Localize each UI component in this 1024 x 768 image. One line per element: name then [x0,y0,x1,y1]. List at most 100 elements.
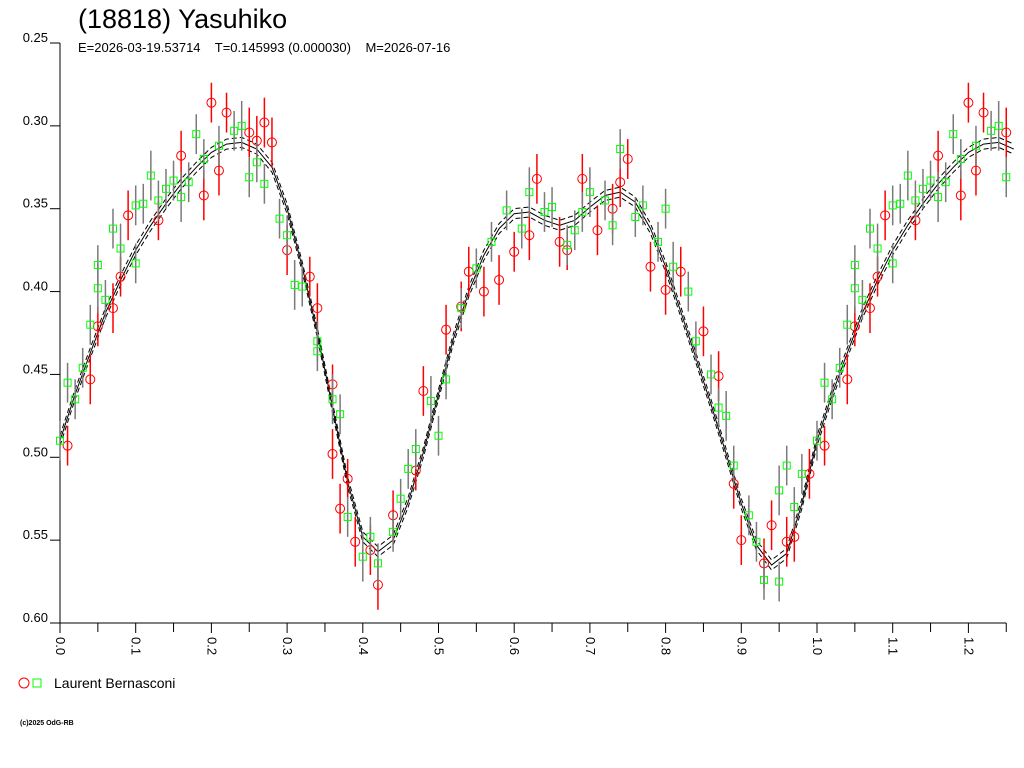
data-point-circle [62,440,73,451]
data-point-square [442,375,451,384]
data-point-circle [221,107,232,118]
data-point-circle [107,303,118,314]
data-point-circle [213,165,224,176]
data-point-square [260,179,269,188]
data-point-square [850,261,859,270]
data-point-square [775,486,784,495]
data-point-circle [335,503,346,514]
data-point-square [298,282,307,291]
data-point-square [108,224,117,233]
data-point-square [154,196,163,205]
data-point-square [661,204,670,213]
data-point-circle [123,210,134,221]
data-point-square [608,221,617,230]
data-point-square [389,527,398,536]
data-point-square [941,178,950,187]
data-point-square [782,461,791,470]
data-point-circle [206,97,217,108]
data-point-square [169,176,178,185]
x-tick-label: 1.0 [810,637,825,655]
x-tick-label: 1.1 [886,637,901,655]
data-point-square [366,532,375,541]
data-point-circle [766,520,777,531]
data-point-square [843,320,852,329]
data-point-square [570,226,579,235]
data-point-square [707,370,716,379]
data-point-square [820,378,829,387]
data-point-square [797,469,806,478]
data-point-square [775,577,784,586]
data-point-circle [970,165,981,176]
data-point-circle [842,374,853,385]
data-point-square [934,193,943,202]
data-point-square [790,503,799,511]
data-point-square [131,259,140,268]
data-point-square [691,337,700,346]
x-tick-label: 0.3 [280,637,295,655]
data-point-circle [933,150,944,161]
data-point-square [502,206,511,215]
data-point-square [101,295,110,304]
data-point-circle [509,246,520,257]
data-point-square [926,176,935,185]
data-point-square [987,126,996,135]
data-point-square [131,201,140,210]
data-point-circle [494,274,505,285]
data-point-square [918,184,927,193]
data-point-square [684,287,693,296]
data-point-square [911,196,920,205]
data-point-circle [266,137,277,148]
data-point-circle [85,374,96,385]
y-tick-label: 0.25 [23,30,48,45]
chart-subtitle: E=2026-03-19.53714 T=0.145993 (0.000030)… [78,40,450,55]
data-point-circle [259,117,270,128]
legend-markers-icon [18,677,42,689]
data-point-square [283,231,292,240]
data-point-circle [418,386,429,396]
y-tick-label: 0.40 [23,279,48,294]
data-point-circle [880,210,891,221]
data-point-circle [441,324,452,335]
data-point-square [669,262,678,271]
data-point-square [729,461,738,470]
chart-title: (18818) Yasuhiko [78,4,288,34]
data-point-square [525,188,534,197]
data-point-square [994,121,1003,130]
data-point-square [744,511,753,520]
data-point-square [373,559,382,568]
data-point-square [214,141,223,150]
data-point-circle [350,536,361,547]
data-point-circle [622,154,633,164]
data-point-circle [819,440,830,451]
mid-date-text: M=2026-07-16 [365,40,451,55]
data-point-circle [524,230,535,241]
y-tick-label: 0.45 [23,361,48,376]
data-point-circle [327,448,338,459]
x-tick-label: 0.8 [659,637,674,655]
data-point-square [548,203,557,212]
data-point-square [252,158,261,167]
data-point-square [313,347,322,356]
data-point-square [358,552,367,561]
data-point-circle [342,473,353,484]
data-point-circle [198,190,209,201]
data-point-square [601,196,610,205]
x-tick-label: 0.0 [53,637,68,655]
data-point-square [578,208,587,217]
x-tick-label: 0.4 [356,637,371,655]
data-point-square [396,494,405,503]
y-tick-label: 0.50 [23,444,48,459]
data-point-square [426,396,435,405]
data-point-square [199,155,208,163]
data-point-square [230,126,239,135]
data-point-circle [645,261,656,272]
data-point-square [192,130,201,139]
data-point-square [116,244,125,253]
data-point-square [472,264,481,273]
data-point-square [888,201,897,210]
data-point-square [139,199,148,208]
data-point-square [540,208,549,217]
data-point-square [56,436,64,445]
data-point-circle [478,286,489,297]
x-tick-label: 0.7 [583,637,598,655]
